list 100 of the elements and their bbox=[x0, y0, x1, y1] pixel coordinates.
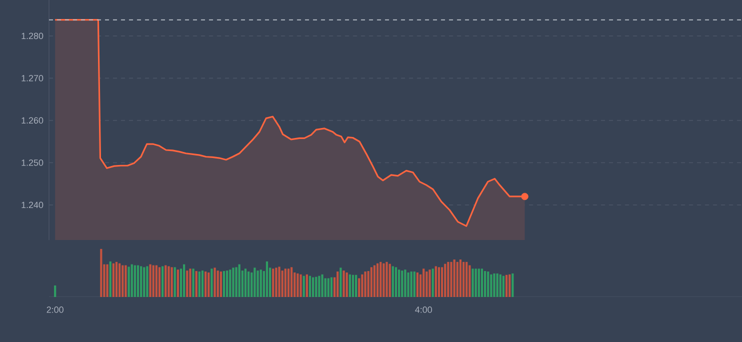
bar bbox=[367, 271, 370, 297]
bar bbox=[478, 268, 480, 297]
bar bbox=[401, 270, 404, 297]
bar bbox=[456, 262, 458, 297]
bar bbox=[216, 270, 219, 297]
bar bbox=[410, 272, 412, 297]
bar bbox=[130, 264, 133, 297]
bar bbox=[248, 272, 250, 297]
y-tick-label: 1.250 bbox=[22, 159, 44, 166]
bar bbox=[490, 274, 492, 297]
bar bbox=[106, 264, 108, 297]
bar bbox=[287, 268, 290, 297]
bar bbox=[254, 268, 256, 297]
bar bbox=[382, 263, 385, 297]
bar bbox=[134, 265, 136, 297]
bar bbox=[422, 268, 425, 297]
bar bbox=[358, 278, 360, 297]
bar bbox=[426, 272, 428, 297]
bar bbox=[195, 271, 198, 297]
bar bbox=[459, 260, 462, 297]
bar bbox=[146, 266, 148, 297]
bar bbox=[136, 265, 140, 297]
bar bbox=[462, 262, 465, 297]
bar bbox=[300, 274, 302, 297]
bar bbox=[128, 266, 130, 297]
bar bbox=[214, 268, 216, 297]
bar bbox=[404, 270, 406, 297]
bar bbox=[118, 263, 121, 297]
bar bbox=[244, 268, 247, 297]
bar bbox=[315, 276, 318, 297]
bar bbox=[229, 270, 232, 297]
bar bbox=[54, 285, 56, 297]
bar bbox=[416, 272, 419, 297]
bar bbox=[352, 274, 354, 297]
bar bbox=[140, 266, 142, 297]
x-tick-label: 4:00 bbox=[415, 306, 432, 313]
bar bbox=[466, 262, 468, 297]
bar bbox=[122, 265, 124, 297]
bar bbox=[222, 271, 226, 297]
y-tick-label: 1.260 bbox=[22, 117, 44, 124]
bar bbox=[354, 274, 358, 297]
bar bbox=[281, 270, 284, 297]
bar bbox=[115, 262, 118, 297]
bar bbox=[342, 270, 345, 297]
bar bbox=[330, 277, 333, 297]
bar bbox=[260, 270, 262, 297]
bar bbox=[284, 268, 286, 297]
bar bbox=[447, 262, 450, 297]
bar bbox=[394, 267, 398, 297]
bar bbox=[336, 272, 339, 297]
bar bbox=[450, 262, 452, 297]
bar bbox=[238, 264, 240, 297]
bar bbox=[444, 264, 446, 297]
bar bbox=[100, 248, 102, 297]
bar bbox=[152, 265, 154, 297]
bar bbox=[308, 276, 312, 297]
bar bbox=[407, 272, 410, 297]
bar bbox=[226, 270, 228, 297]
bar bbox=[512, 273, 514, 297]
bar bbox=[496, 273, 498, 297]
bar bbox=[290, 267, 293, 297]
bar bbox=[502, 276, 504, 297]
y-tick-label: 1.280 bbox=[22, 32, 44, 40]
bar bbox=[327, 278, 330, 297]
bar bbox=[480, 268, 484, 297]
bar bbox=[266, 261, 268, 297]
bar bbox=[143, 267, 146, 297]
bar bbox=[484, 271, 486, 297]
bar bbox=[208, 272, 210, 297]
bar bbox=[392, 266, 394, 297]
bar bbox=[318, 276, 320, 297]
bar bbox=[189, 268, 192, 297]
bar bbox=[158, 267, 161, 297]
bar bbox=[472, 268, 474, 297]
bar bbox=[388, 264, 391, 297]
bar bbox=[112, 263, 114, 297]
bar bbox=[324, 278, 326, 297]
bar bbox=[162, 266, 164, 297]
bar bbox=[296, 273, 299, 297]
bar bbox=[235, 267, 238, 297]
bar bbox=[278, 266, 280, 297]
bar bbox=[174, 267, 176, 297]
bar bbox=[508, 274, 511, 297]
bar bbox=[386, 262, 388, 297]
bar bbox=[170, 267, 173, 297]
bar bbox=[176, 270, 179, 297]
bar bbox=[272, 268, 274, 297]
bar bbox=[306, 274, 308, 297]
bar bbox=[499, 274, 502, 297]
bar bbox=[201, 270, 204, 297]
bar bbox=[183, 264, 186, 297]
bar bbox=[364, 272, 366, 297]
bar bbox=[505, 274, 508, 297]
bar bbox=[232, 268, 234, 297]
bar bbox=[434, 266, 437, 297]
bar bbox=[124, 265, 127, 297]
bar bbox=[348, 274, 351, 297]
bar bbox=[428, 270, 431, 297]
bar bbox=[398, 270, 400, 297]
bar bbox=[192, 268, 194, 297]
